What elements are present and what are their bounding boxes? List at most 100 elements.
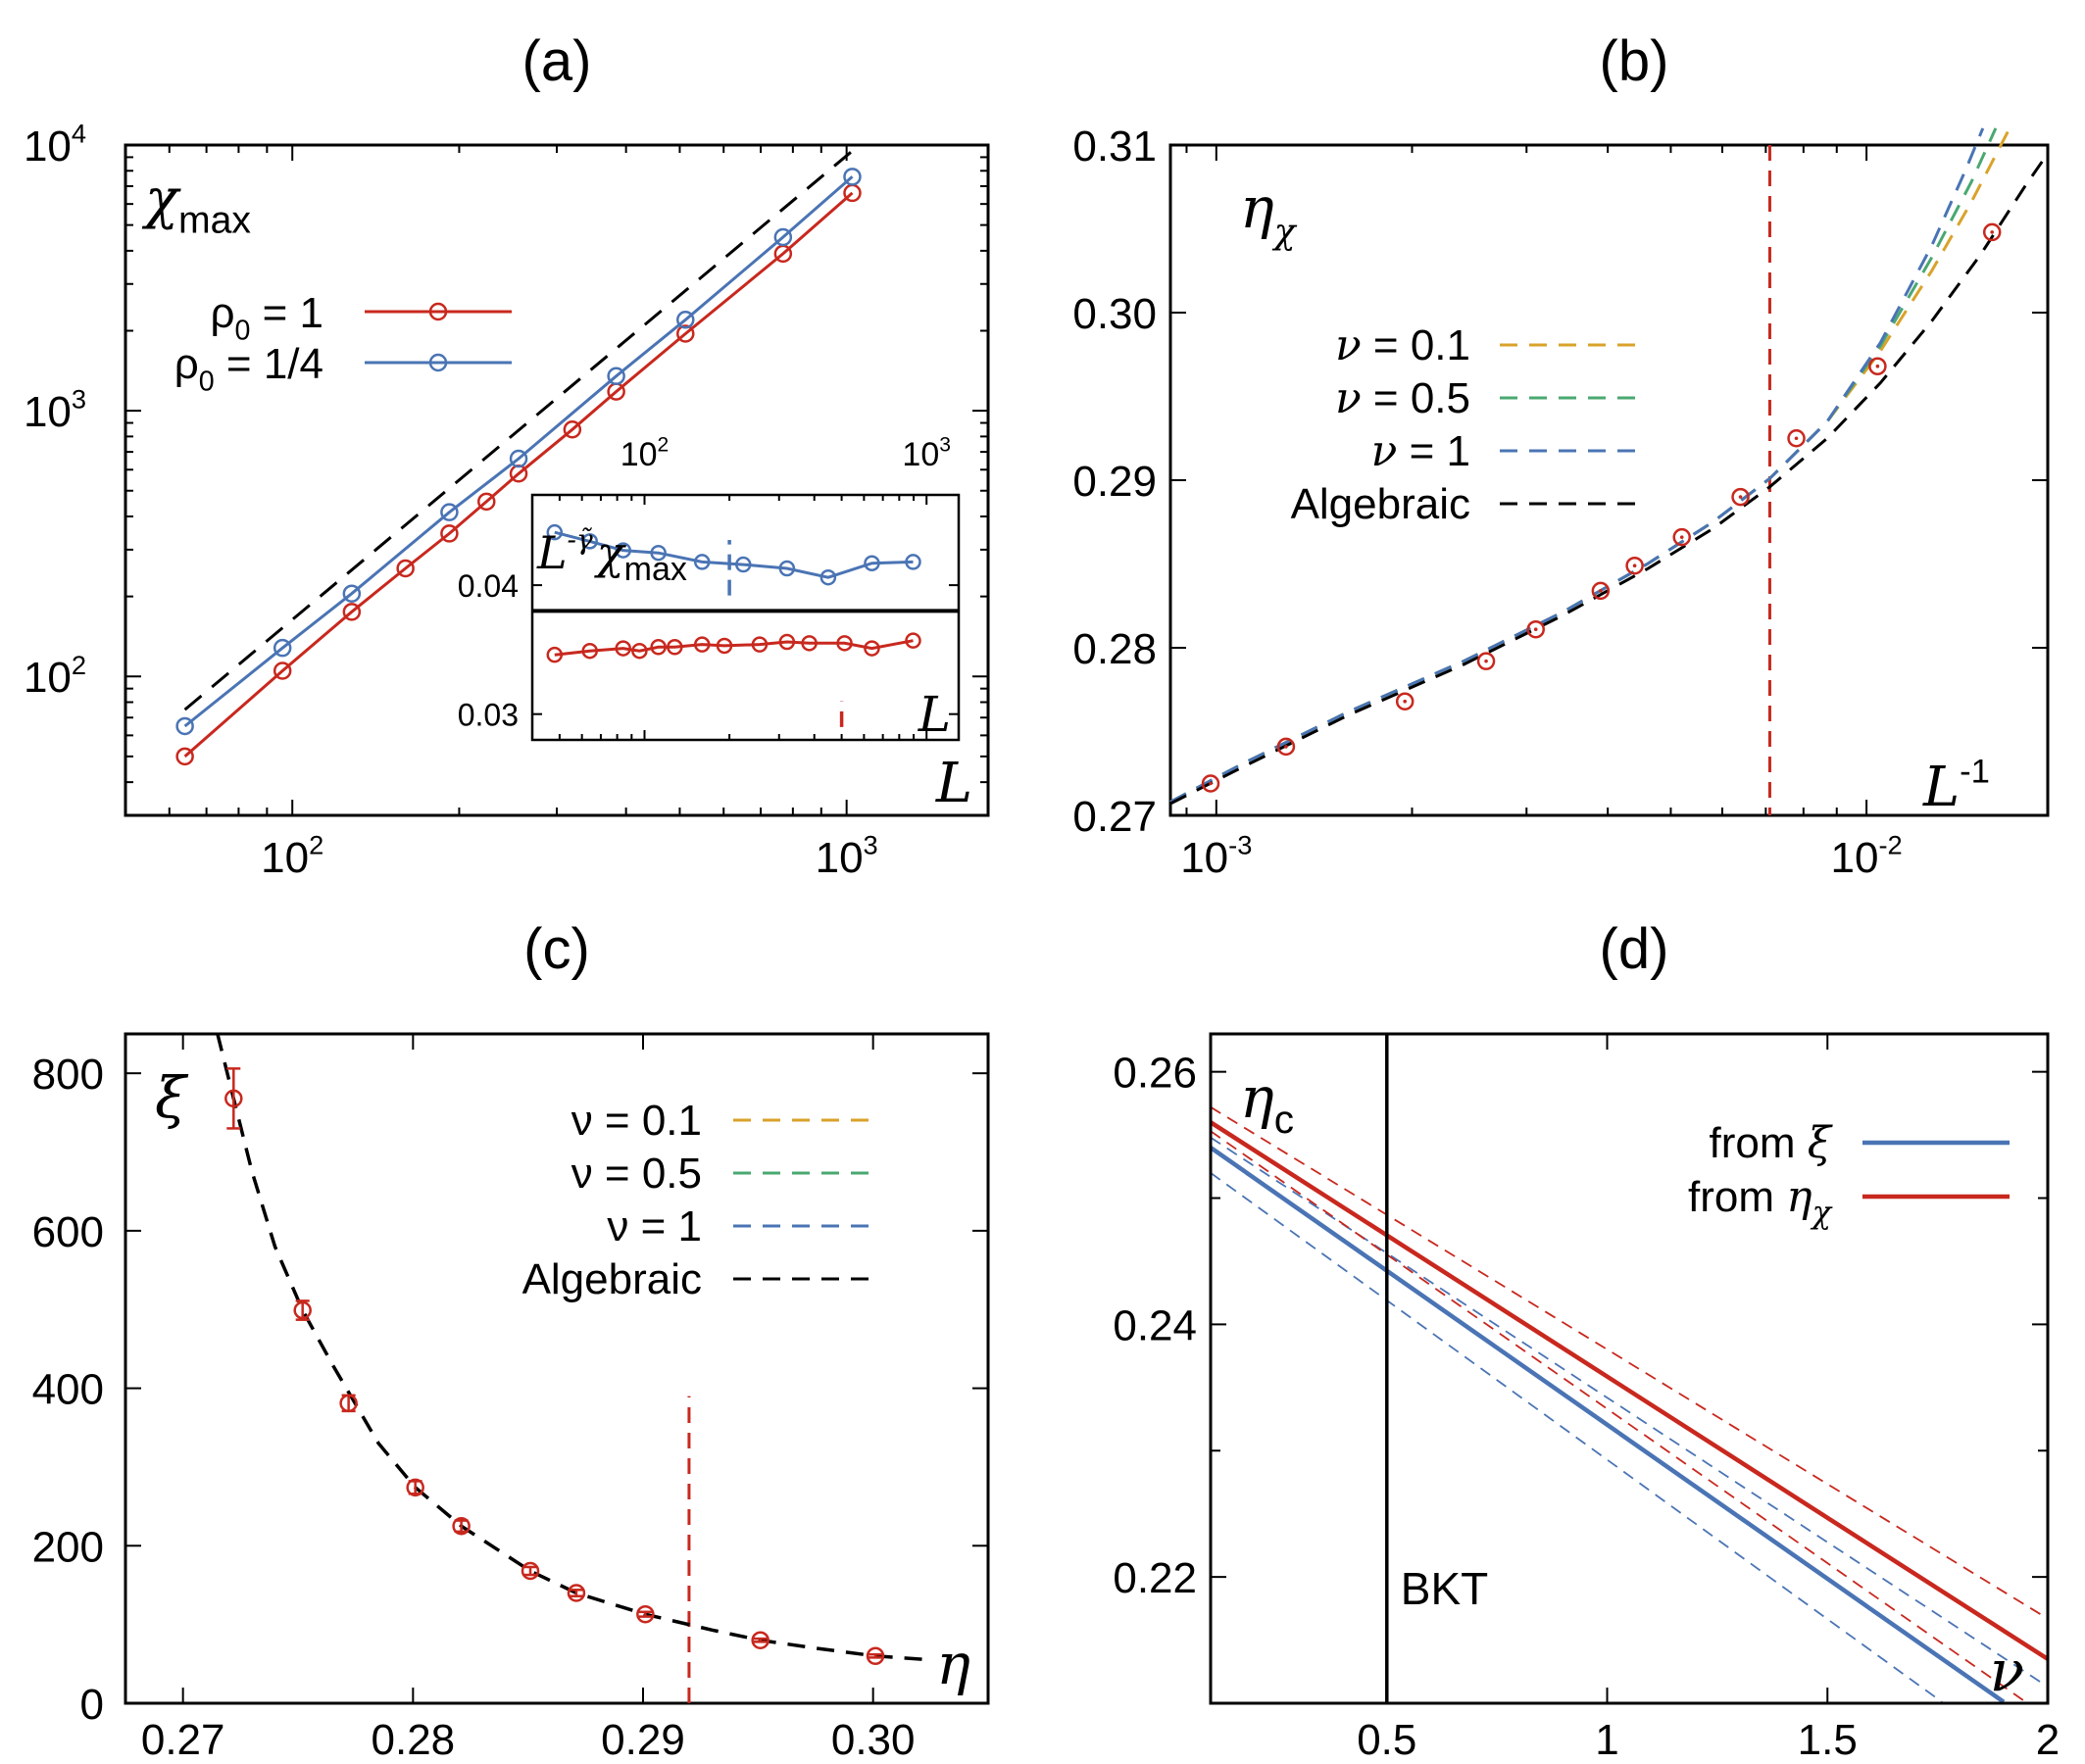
y-tick-label: 102 [24,650,86,702]
x-tick-label: 0.29 [601,1716,685,1764]
plot-frame [124,1032,990,1705]
data-point-center [1875,364,1880,368]
value: = 0.5 [1362,374,1470,422]
plot-frame [1209,1032,2050,1705]
x-tick-label: 10-3 [1180,830,1252,882]
panel-title: (d) [1600,917,1669,981]
name: from [1710,1119,1808,1167]
symbol: η [1786,1172,1812,1222]
base: 10 [24,654,72,702]
x-tick-label: 1 [1595,1716,1618,1764]
data-point [521,1561,540,1581]
data-point [676,311,695,329]
main: η [1240,1064,1274,1131]
legend-label: ν = 0.5 [571,1150,702,1198]
legend-label: ρ0 = 1 [210,289,323,346]
data-point [866,1646,885,1666]
legend-label: ν = 1 [607,1202,702,1250]
series-line [183,191,854,759]
x-tick-label: 0.28 [372,1716,456,1764]
data-point-center [1632,564,1637,568]
inset-data-point [615,640,631,657]
inset-x-tick-label: 102 [621,434,670,473]
value: = 0.5 [593,1150,702,1198]
inset-data-point [819,568,837,586]
subscript: χ [1271,212,1298,252]
legend: ρ0 = 1ρ0 = 1/4 [174,289,512,397]
inset-data-point [735,556,752,573]
value: = 0.1 [1362,321,1470,369]
clip-mask [2049,1034,2085,1705]
inset-data-point [546,646,564,663]
series-line [1169,127,1998,804]
name: from [1688,1173,1786,1221]
data-point [440,524,459,543]
name: ν [571,1150,593,1198]
subscript: 0 [199,366,215,397]
y-tick-label: 0.26 [1113,1050,1197,1098]
subscript: c [1274,1097,1294,1142]
x-axis-label: L [935,752,972,815]
bkt-label: BKT [1401,1563,1488,1614]
legend-label: from ηχ [1688,1172,1833,1231]
inset-data-point [650,544,667,562]
name: ν [1335,320,1362,370]
panel-title: (c) [523,917,590,981]
main: η [1240,174,1274,241]
inset-data-point [716,637,733,655]
subscript: 0 [234,315,250,346]
legend-label: ν = 0.5 [1335,373,1470,423]
base: 10 [261,834,309,882]
inset-data-point [864,640,880,657]
clip-mask [1211,1704,2085,1764]
rest: χ [594,526,627,579]
series-line [183,175,854,728]
base: L [1922,756,1960,819]
name: ν [571,1097,593,1145]
confidence-line [1210,1130,2027,1703]
value: = 1 [1397,427,1470,475]
inset-data-point [751,636,769,653]
base: 10 [621,436,658,473]
subscript: max [178,200,251,242]
x-axis-label: η [936,1631,970,1697]
inset-data-point [615,542,631,559]
data-point [224,1089,243,1108]
base: 10 [24,122,72,171]
series-line [183,149,854,711]
x-axis-label: L-1 [1922,753,1990,819]
inset-data-point [836,635,853,652]
data-point [477,492,496,512]
data-point [1276,737,1296,757]
inset-data-point [581,642,598,660]
base: 10 [902,436,939,473]
y-tick-label: 103 [24,384,86,436]
panel-c: (c) 0.27 0.28 0.29 0.30 0 200 400 600 800 ξ η ν = 0.… [32,917,990,1764]
series-line [1209,1146,2006,1704]
x-tick-label: 1.5 [1798,1716,1858,1764]
main: χ [141,168,181,231]
data-point [676,324,695,343]
data-point [563,420,582,439]
rest: = 1/4 [215,340,323,388]
y-tick-label: 104 [24,119,86,171]
data-point [773,227,793,247]
y-tick-label: 0.28 [1072,625,1157,673]
legend-marker [428,302,448,321]
inset-data-point [778,560,796,577]
value: = 1 [628,1202,702,1250]
superscript: 3 [72,384,86,415]
name: Algebraic [1291,480,1470,528]
data-point [636,1604,655,1624]
data-point [1201,774,1220,793]
data-point [175,716,194,736]
data-point [396,559,415,578]
name: ν [1335,373,1362,423]
inset-series-line [554,530,914,579]
superscript: -γ̃ [568,523,593,556]
